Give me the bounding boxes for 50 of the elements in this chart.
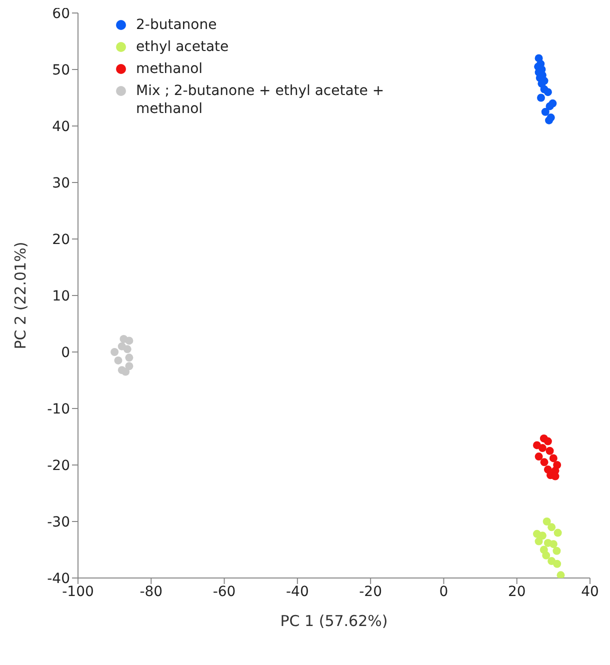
point [545,116,554,124]
point [534,452,543,461]
x-tick-label: -40 [286,584,309,600]
point [125,362,134,370]
point [538,532,546,540]
y-tick-label: 50 [52,62,70,78]
y-tick-label: -30 [47,514,70,530]
x-tick-label: -20 [359,584,382,600]
y-tick-label: 40 [52,118,70,135]
legend-label: ethyl acetate [136,38,229,56]
point [553,560,562,568]
legend-label: Mix ; 2-butanone + ethyl acetate + methanol [136,82,386,118]
legend-label: 2-butanone [136,16,217,34]
x-axis-title: PC 1 (57.62%) [280,612,388,630]
y-tick-label: -20 [47,458,70,474]
point [549,540,558,548]
x-tick-label: 40 [581,584,599,600]
x-tick-label: -60 [212,584,236,600]
y-tick-label: 10 [52,288,70,304]
point [549,454,558,462]
point [544,437,552,446]
point [542,551,550,560]
point [552,546,561,555]
point [540,458,548,466]
y-tick-label: 0 [61,344,70,361]
point [538,444,546,452]
point [534,537,543,546]
point [544,88,552,96]
point [125,336,134,345]
point [548,523,556,532]
x-tick-label: 0 [439,584,448,600]
point [536,94,545,102]
legend-label: methanol [136,60,203,78]
point [542,518,551,526]
point [110,348,119,356]
y-tick-label: 30 [52,175,70,192]
y-axis-title: PC 2 (22.01%) [11,242,30,350]
point [554,528,562,537]
point [123,345,132,354]
point [546,102,554,110]
point [556,571,565,578]
point [541,108,550,116]
point [114,356,122,364]
point [122,368,130,376]
x-tick-label: -80 [140,584,163,600]
y-tick-label: 20 [52,232,70,248]
y-tick-label: -10 [47,401,70,418]
point [125,354,134,362]
x-tick-label: 20 [508,584,526,600]
point [546,446,554,455]
